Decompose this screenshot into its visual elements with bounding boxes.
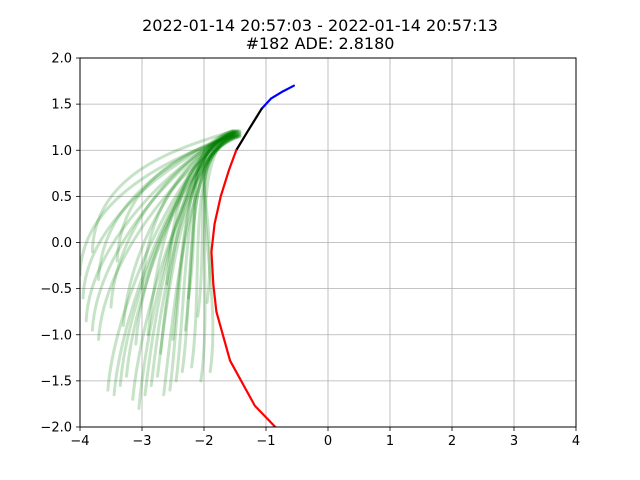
x-tick-label: 4 [572, 434, 580, 449]
x-tick-label: 1 [386, 434, 394, 449]
x-tick-label: −4 [70, 434, 89, 449]
chart-title-line-2: #182 ADE: 2.8180 [245, 34, 395, 53]
chart-title-line-1: 2022-01-14 20:57:03 - 2022-01-14 20:57:1… [142, 16, 498, 35]
prediction-line [118, 129, 238, 387]
prediction-line [199, 129, 242, 383]
x-tick-label: 0 [324, 434, 332, 449]
prediction-line [90, 129, 240, 332]
prediction-line [90, 129, 235, 254]
prediction-line [106, 133, 235, 392]
prediction-line [162, 131, 242, 397]
y-tick-label: −1.5 [40, 374, 72, 389]
y-tick-label: 0.0 [51, 236, 72, 251]
ground_truth-line [210, 149, 277, 427]
prediction-line [80, 134, 235, 277]
prediction-line [159, 131, 236, 355]
prediction-line [125, 134, 240, 378]
prediction-line [149, 134, 238, 387]
prediction-line [115, 131, 242, 263]
y-tick-label: −0.5 [40, 282, 72, 297]
prediction-line [134, 134, 242, 346]
prediction-line [97, 133, 236, 281]
x-tick-label: −2 [194, 434, 213, 449]
prediction-line [146, 133, 235, 337]
prediction-line [168, 129, 235, 392]
x-tick-label: −1 [256, 434, 275, 449]
prediction-line [140, 133, 240, 291]
x-tick-label: 2 [448, 434, 456, 449]
y-tick-label: 2.0 [51, 52, 72, 67]
prediction-line [156, 133, 240, 378]
y-tick-label: 0.5 [51, 190, 72, 205]
prediction-line [121, 129, 240, 328]
x-tick-label: 3 [510, 434, 518, 449]
prediction-line [187, 129, 236, 300]
recent-line [235, 107, 263, 152]
prediction-line [165, 134, 238, 286]
history-line [260, 84, 295, 110]
y-tick-label: 1.0 [51, 144, 72, 159]
prediction-line [202, 131, 235, 304]
y-tick-label: 1.5 [51, 98, 72, 113]
prediction-line [97, 134, 242, 341]
prediction-line [171, 129, 238, 341]
prediction-line [190, 131, 240, 369]
prediction-line [180, 133, 238, 374]
prediction-line [131, 133, 242, 401]
prediction-line [84, 131, 238, 323]
prediction-line [196, 133, 242, 318]
prediction-line [183, 134, 240, 332]
x-tick-label: −3 [132, 434, 151, 449]
prediction-line [137, 131, 235, 411]
y-tick-label: −2.0 [40, 421, 72, 436]
prediction-line [109, 131, 238, 309]
prediction-line [112, 131, 236, 397]
prediction-line [174, 134, 236, 383]
prediction-line [203, 134, 235, 374]
data-layer [80, 84, 295, 427]
prediction-line [81, 133, 236, 300]
y-tick-label: −1.0 [40, 328, 72, 343]
prediction-line [143, 129, 236, 397]
